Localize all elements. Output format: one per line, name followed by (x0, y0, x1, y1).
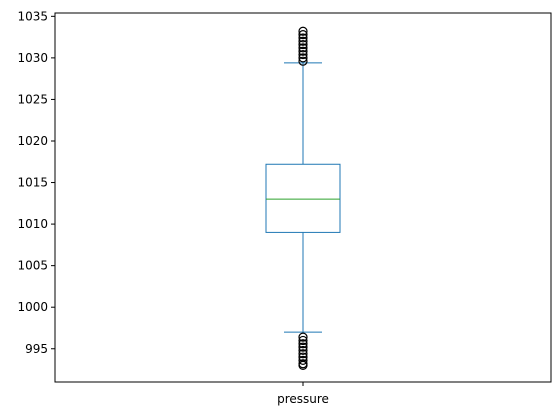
y-tick-label: 1005 (17, 259, 48, 273)
outlier-point (298, 46, 308, 56)
outlier-point (298, 30, 308, 40)
outlier-point (298, 345, 308, 356)
y-tick-label: 1030 (17, 51, 48, 65)
iqr-box (265, 163, 341, 233)
plot-layer (265, 26, 341, 370)
outlier-point (298, 53, 308, 63)
tick-layer: 995 1000 1005 1010 1015 1020 1025 1030 1035 press… (17, 9, 328, 406)
x-tick-label: pressure (277, 392, 329, 406)
y-tick-label: 1010 (17, 217, 48, 231)
outlier-point (298, 342, 308, 352)
y-tick-label: 1015 (17, 176, 48, 190)
outlier-point (298, 43, 308, 53)
outlier-point (298, 56, 308, 66)
outlier-point (298, 339, 308, 349)
outlier-point (298, 332, 308, 342)
outlier-point (298, 349, 308, 359)
outlier-point (298, 33, 308, 43)
y-tick-label: 1025 (17, 92, 48, 106)
y-tick-label: 1000 (17, 300, 48, 314)
y-tick-label: 1035 (17, 9, 48, 23)
outlier-point (298, 36, 308, 46)
y-tick-label: 995 (25, 342, 48, 356)
outlier-point (298, 359, 308, 369)
y-tick-label: 1020 (17, 134, 48, 148)
outlier-point (298, 39, 308, 50)
outlier-point (298, 352, 308, 362)
outlier-point (298, 355, 308, 365)
outlier-point (298, 49, 308, 60)
outlier-point (298, 335, 308, 346)
outlier-point (298, 26, 308, 36)
